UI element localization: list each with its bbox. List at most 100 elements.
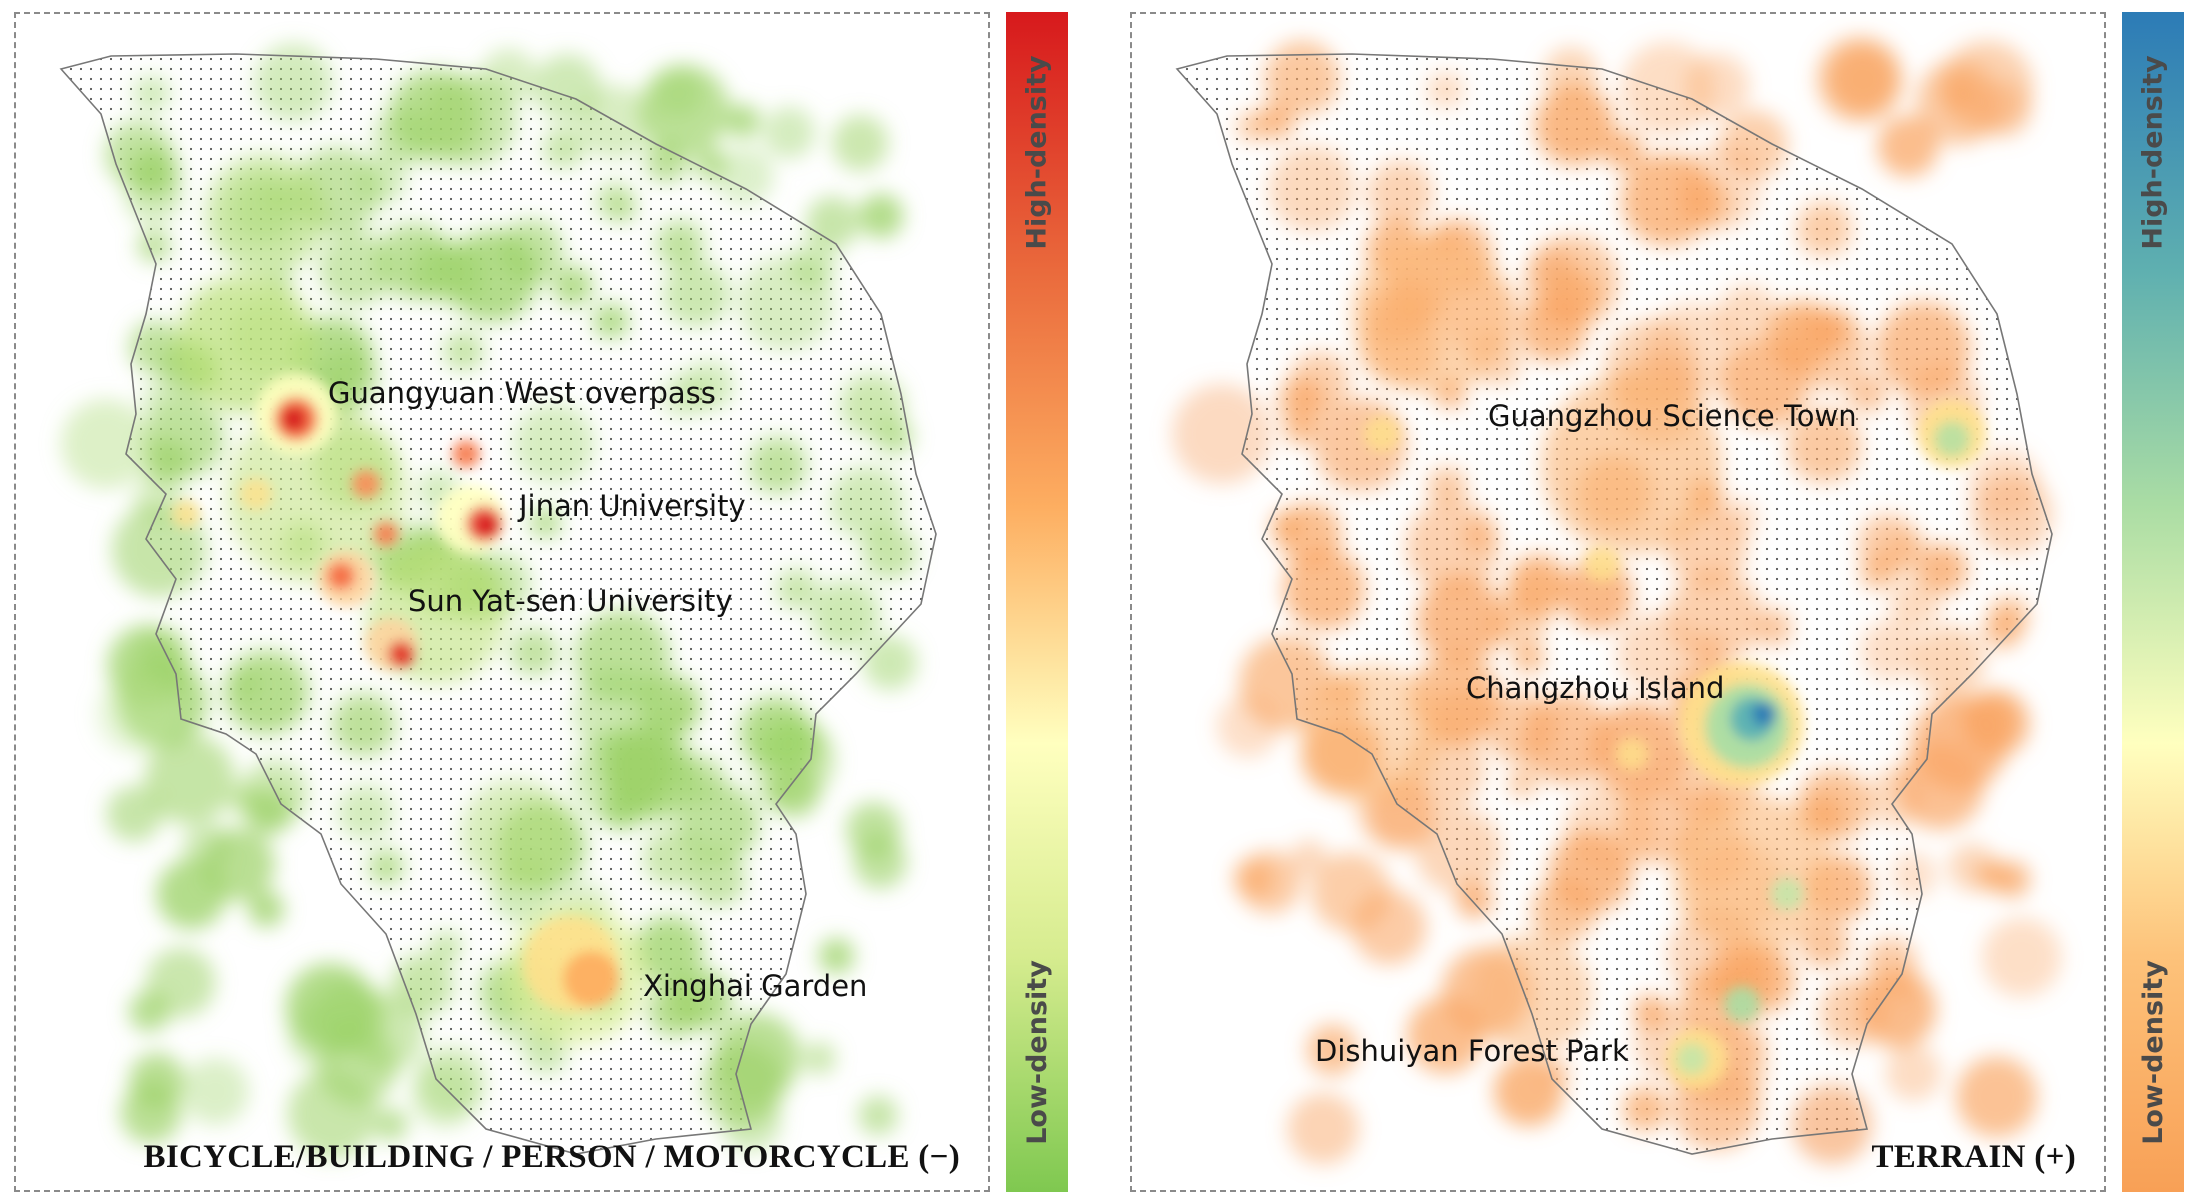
density-blob	[156, 859, 227, 930]
density-blob	[1534, 85, 1615, 166]
density-blob	[830, 465, 904, 540]
density-blob	[803, 1041, 836, 1075]
density-blob	[248, 891, 285, 928]
hotspot	[374, 522, 398, 546]
density-blob	[206, 154, 326, 274]
density-blob	[1913, 625, 1986, 697]
density-blob	[592, 302, 630, 340]
density-blob	[374, 1108, 408, 1142]
place-label-changzhou-island: Changzhou Island	[1466, 671, 1725, 705]
density-blob	[1948, 843, 1997, 892]
density-blob	[375, 222, 453, 300]
colorbar-left-low-label: Low-density	[1021, 959, 1053, 1145]
density-blob	[141, 382, 172, 413]
density-blob	[1961, 691, 2017, 747]
density-blob	[818, 938, 855, 974]
density-blob	[574, 609, 671, 705]
hotspot	[282, 407, 306, 431]
place-label-guangyuan-west-overpass: Guangyuan West overpass	[328, 376, 716, 410]
density-map-right	[1172, 36, 2062, 1165]
density-blob	[240, 759, 309, 828]
panel-title-left: BICYCLE/BUILDING / PERSON / MOTORCYCLE (…	[143, 1139, 960, 1175]
density-blob	[862, 524, 917, 580]
density-blob	[1692, 633, 1725, 666]
density-blob	[1302, 664, 1442, 804]
density-blob	[1786, 408, 1862, 483]
density-blob	[1984, 612, 2022, 650]
hotspot	[172, 500, 200, 528]
density-blob	[61, 399, 151, 489]
density-blob	[445, 229, 539, 323]
colorbar-right: High-density Low-density	[2122, 12, 2184, 1192]
density-blob	[1956, 1056, 2038, 1138]
density-blob	[1367, 160, 1434, 227]
density-blob	[461, 779, 571, 889]
density-blob	[1622, 1086, 1668, 1132]
hotspot-layer-left	[172, 374, 619, 1012]
density-blob	[337, 784, 394, 841]
hotspot	[352, 470, 380, 498]
colorbar-left-high-label: High-density	[1021, 54, 1053, 250]
density-blob	[1431, 685, 1493, 747]
density-blob	[1417, 575, 1507, 664]
density-blob	[1484, 691, 1558, 764]
density-blob	[1877, 115, 1939, 177]
place-label-dishuiyan-forest-park: Dishuiyan Forest Park	[1315, 1034, 1629, 1068]
density-blob	[143, 439, 190, 485]
density-blob	[678, 782, 760, 864]
density-blob	[763, 106, 816, 159]
density-blob	[229, 667, 263, 701]
place-label-guangzhou-science-town: Guangzhou Science Town	[1488, 399, 1857, 433]
density-blob	[1890, 577, 1941, 628]
density-blob	[634, 915, 704, 985]
density-blob	[1796, 201, 1853, 257]
density-blob	[120, 1082, 182, 1144]
density-blob	[226, 404, 406, 584]
density-blob	[1976, 81, 2032, 138]
density-blob	[1561, 558, 1634, 631]
density-blob	[443, 330, 485, 372]
density-blob	[1994, 861, 2031, 898]
density-blob	[1513, 641, 1545, 674]
density-blob	[748, 436, 808, 495]
density-blob	[1406, 499, 1500, 593]
density-blob	[858, 193, 904, 239]
density-blob	[715, 147, 774, 206]
density-blob	[694, 147, 728, 181]
density-blob	[1754, 609, 1793, 647]
density-blob	[1427, 71, 1464, 109]
density-blob	[790, 242, 836, 288]
hotspot	[1724, 986, 1760, 1022]
density-blob	[1940, 74, 1979, 113]
hotspot	[1752, 702, 1776, 726]
density-blob	[391, 953, 454, 1016]
density-blob	[1672, 794, 1832, 954]
density-blob	[1620, 41, 1715, 136]
density-blob	[805, 196, 860, 250]
density-blob	[1291, 839, 1327, 875]
density-blob	[875, 418, 913, 456]
density-blob	[1541, 1057, 1571, 1087]
density-blob	[1287, 1092, 1360, 1165]
colorbar-left: High-density Low-density	[1006, 12, 1068, 1192]
density-blob	[1284, 412, 1318, 446]
hotspot	[1584, 546, 1620, 582]
place-label-sun-yat-sen-university: Sun Yat-sen University	[408, 584, 733, 618]
density-blob	[577, 85, 653, 160]
hotspot	[1676, 1043, 1708, 1075]
place-label-xinghai-garden: Xinghai Garden	[643, 969, 868, 1003]
hotspot	[240, 478, 272, 510]
density-blob	[1414, 806, 1502, 894]
density-blob	[181, 1057, 249, 1125]
density-blob	[1508, 768, 1538, 797]
density-blob	[1792, 1084, 1872, 1164]
hotspot	[1364, 416, 1400, 452]
density-blob	[1495, 594, 1548, 648]
density-blob	[726, 104, 760, 138]
density-blob	[411, 1061, 479, 1128]
density-blob	[862, 635, 918, 691]
density-blob	[1310, 852, 1391, 932]
density-blob	[1549, 829, 1633, 914]
density-blob	[542, 127, 585, 169]
density-blob	[1684, 53, 1750, 119]
